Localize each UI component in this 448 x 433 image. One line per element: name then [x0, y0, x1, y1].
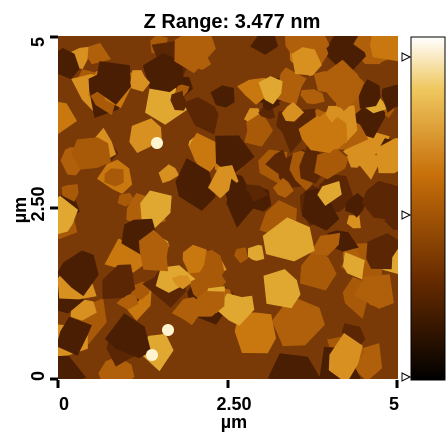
grain	[262, 217, 315, 262]
grain	[358, 79, 381, 109]
grain	[323, 36, 366, 76]
grain	[258, 76, 283, 105]
y-tick-label: 0	[28, 371, 48, 381]
grain	[58, 250, 99, 297]
title: Z Range: 3.477 nm	[144, 11, 321, 33]
grain	[208, 165, 239, 199]
grain	[94, 61, 132, 105]
afm-texture	[58, 36, 398, 379]
grain	[226, 178, 255, 228]
x-tick-label: 5	[389, 394, 399, 414]
grain	[263, 269, 301, 309]
grain	[58, 47, 80, 80]
grain	[325, 105, 340, 123]
bright-spot	[162, 324, 174, 336]
grain	[301, 188, 340, 231]
grain	[189, 132, 222, 177]
marker	[401, 210, 412, 220]
grain	[265, 149, 290, 174]
grain	[281, 102, 304, 122]
grain	[244, 112, 273, 147]
grain	[381, 84, 398, 113]
grain	[361, 180, 398, 221]
grain	[291, 47, 322, 76]
grain	[272, 298, 325, 347]
grain	[104, 238, 148, 273]
y-tick-label: 5	[28, 37, 48, 47]
bright-spot	[146, 349, 158, 361]
grain	[58, 355, 87, 379]
grain	[300, 89, 325, 105]
grain	[58, 101, 77, 135]
grain	[370, 36, 398, 62]
grain	[186, 266, 227, 306]
grain	[182, 244, 207, 274]
grain	[234, 247, 248, 264]
grain	[310, 232, 341, 256]
grain	[234, 312, 276, 354]
grain	[215, 135, 255, 177]
grain	[217, 293, 255, 326]
grain	[71, 137, 111, 170]
grain	[61, 184, 79, 202]
grain	[268, 353, 321, 379]
grain	[276, 67, 307, 106]
grain	[375, 138, 398, 174]
grain	[210, 85, 235, 108]
grain	[299, 247, 337, 291]
bright-spot	[151, 137, 163, 149]
grain	[174, 36, 216, 74]
grain	[138, 229, 170, 272]
grain	[317, 181, 342, 206]
grain	[170, 90, 188, 111]
grain	[98, 356, 135, 379]
grain	[104, 313, 151, 359]
x-axis-label: µm	[221, 412, 247, 432]
grain	[346, 153, 363, 168]
grain	[247, 244, 265, 261]
grain	[102, 264, 136, 300]
grain	[104, 168, 124, 187]
grain	[171, 275, 192, 290]
grain	[175, 158, 216, 211]
x-tick-label: 0	[59, 394, 69, 414]
grain	[345, 192, 367, 218]
marker	[401, 52, 412, 62]
grain	[116, 292, 139, 310]
grain	[129, 118, 162, 153]
color-bar	[410, 36, 446, 381]
grain	[314, 148, 349, 180]
grain	[58, 316, 92, 356]
grain	[58, 195, 78, 235]
grain	[130, 70, 151, 92]
marker	[401, 372, 412, 382]
grain	[272, 177, 294, 198]
grain	[183, 97, 219, 135]
grain	[328, 333, 363, 379]
grain	[192, 54, 212, 70]
grain	[315, 59, 367, 111]
tick-marks	[50, 35, 399, 388]
grain	[158, 164, 180, 184]
y-axis-label: µm	[10, 197, 30, 223]
grain	[245, 184, 269, 202]
grain	[365, 290, 380, 306]
grain	[250, 36, 278, 55]
grain	[346, 215, 361, 229]
y-tick-label: 2.50	[28, 186, 48, 221]
grain	[142, 53, 184, 93]
grain	[193, 291, 225, 317]
grain	[342, 252, 365, 280]
color-bar-markers	[401, 52, 412, 382]
grain	[366, 233, 398, 270]
grain	[298, 115, 339, 153]
x-tick-label: 2.50	[216, 394, 251, 414]
grain	[83, 42, 111, 65]
